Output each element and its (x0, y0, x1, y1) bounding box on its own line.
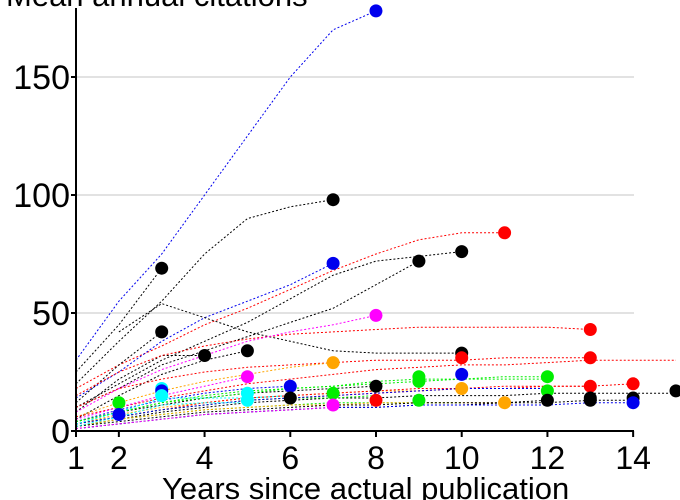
data-point-14 (583, 351, 597, 365)
series-line-15 (75, 359, 676, 418)
series-line-0 (75, 10, 377, 361)
series-line-20 (75, 376, 548, 423)
data-point-8 (155, 325, 169, 339)
series-line-11 (75, 326, 591, 397)
data-points (112, 4, 680, 421)
data-point-30 (326, 386, 340, 400)
data-point-15 (326, 356, 340, 370)
data-point-45 (112, 408, 126, 421)
series-line-28 (75, 402, 505, 427)
x-tick-label-6: 6 (281, 440, 299, 476)
x-tick-labels: 1 2 4 6 8 10 12 14 (67, 440, 651, 476)
y-tick-label-0: 0 (51, 413, 70, 451)
x-axis-label: Years since actual publication (162, 471, 569, 500)
data-point-19 (540, 370, 554, 384)
data-point-23 (283, 379, 297, 393)
gridlines (76, 76, 634, 314)
data-point-37 (540, 393, 554, 407)
data-point-1 (155, 261, 169, 275)
data-point-41 (498, 396, 512, 410)
series-line-29 (75, 399, 548, 427)
data-point-0 (369, 4, 383, 18)
data-point-32 (155, 389, 169, 403)
data-point-3 (498, 226, 512, 240)
data-point-7 (369, 308, 383, 322)
data-point-25 (455, 382, 469, 395)
data-point-2 (326, 193, 340, 207)
data-point-9 (583, 323, 597, 336)
series-line-32 (75, 406, 334, 430)
y-tick-label-100: 100 (13, 177, 70, 215)
data-point-44 (326, 398, 340, 412)
data-point-6 (326, 256, 340, 270)
data-point-5 (412, 254, 426, 268)
series-line-7 (75, 331, 163, 404)
data-point-27 (540, 384, 554, 398)
x-tick-label-1: 1 (67, 440, 85, 476)
data-point-11 (198, 349, 212, 362)
series-line-10 (75, 350, 248, 420)
x-tick-label-10: 10 (444, 440, 480, 476)
data-point-35 (369, 393, 383, 407)
series-line-17 (75, 385, 291, 423)
data-point-42 (112, 396, 126, 410)
series-line-13 (75, 314, 377, 413)
data-point-24 (369, 379, 383, 393)
axes (71, 8, 635, 437)
y-tick-labels: 0 50 100 150 (13, 59, 70, 451)
x-tick-label-8: 8 (367, 440, 385, 476)
data-point-16 (455, 367, 469, 381)
series-line-34 (75, 402, 248, 427)
series-line-26 (75, 388, 548, 425)
data-point-34 (240, 393, 254, 407)
series-line-2 (75, 199, 334, 385)
series-line-1 (75, 267, 163, 373)
series-line-6 (75, 251, 462, 408)
data-point-17 (240, 370, 254, 384)
data-point-21 (583, 379, 597, 393)
series-line-9 (75, 355, 205, 413)
data-point-36 (412, 393, 426, 407)
data-point-4 (455, 245, 469, 259)
x-tick-label-4: 4 (196, 440, 214, 476)
x-tick-label-2: 2 (110, 440, 128, 476)
x-tick-label-12: 12 (530, 440, 566, 476)
data-point-33 (283, 391, 297, 405)
series-line-3 (75, 232, 505, 389)
series-line-8 (118, 303, 462, 354)
chart-title: Mean annual citations (6, 0, 308, 13)
data-point-40 (583, 391, 597, 405)
data-point-10 (240, 344, 254, 358)
data-point-43 (626, 396, 640, 410)
y-tick-label-150: 150 (13, 59, 70, 97)
series-line-21 (75, 388, 462, 425)
data-point-13 (455, 351, 469, 365)
x-tick-label-14: 14 (615, 440, 651, 476)
data-point-22 (626, 377, 640, 391)
data-point-20 (412, 374, 426, 388)
series-line-5 (75, 260, 420, 408)
y-tick-label-50: 50 (32, 295, 70, 333)
series-line-33 (75, 395, 291, 425)
data-point-29 (669, 384, 680, 398)
